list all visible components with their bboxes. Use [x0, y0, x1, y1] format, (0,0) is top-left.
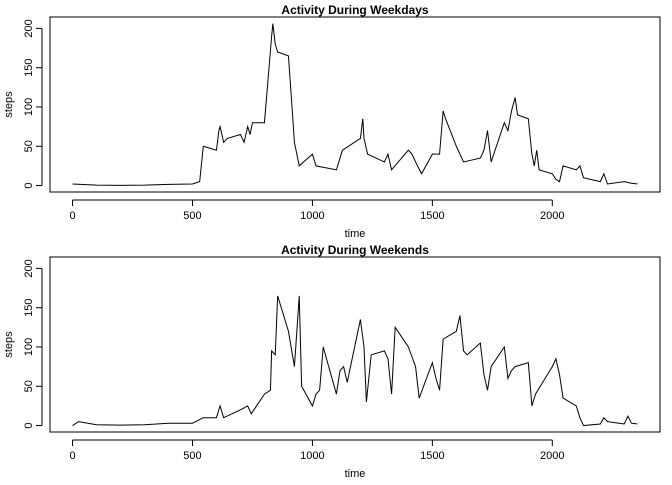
y-tick-label: 200 [23, 19, 35, 37]
y-tick-label: 100 [23, 338, 35, 356]
x-axis-label: time [345, 228, 366, 240]
x-tick-label: 1500 [420, 450, 444, 462]
y-tick-label: 100 [23, 98, 35, 116]
x-tick-label: 2000 [540, 210, 564, 222]
y-axis-label: steps [3, 331, 15, 358]
x-tick-label: 500 [183, 450, 201, 462]
x-tick-label: 1000 [300, 210, 324, 222]
line [72, 295, 638, 427]
x-tick-label: 0 [69, 450, 75, 462]
y-tick-label: 50 [23, 380, 35, 392]
x-tick-label: 500 [183, 210, 201, 222]
y-tick-label: 150 [23, 299, 35, 317]
plot-box [49, 16, 661, 193]
chart-title: Activity During Weekends [281, 243, 429, 257]
y-tick-label: 0 [23, 422, 35, 428]
y-axis-label: steps [3, 91, 15, 118]
x-tick-label: 1000 [300, 450, 324, 462]
chart-title: Activity During Weekdays [281, 3, 428, 17]
y-tick-label: 200 [23, 259, 35, 277]
x-tick-label: 0 [69, 210, 75, 222]
y-tick-label: 150 [23, 59, 35, 77]
y-tick-label: 50 [23, 140, 35, 152]
plot-box [49, 256, 661, 433]
x-tick-label: 1500 [420, 210, 444, 222]
x-axis-label: time [345, 468, 366, 480]
y-tick-label: 0 [23, 182, 35, 188]
line [72, 23, 638, 186]
x-tick-label: 2000 [540, 450, 564, 462]
